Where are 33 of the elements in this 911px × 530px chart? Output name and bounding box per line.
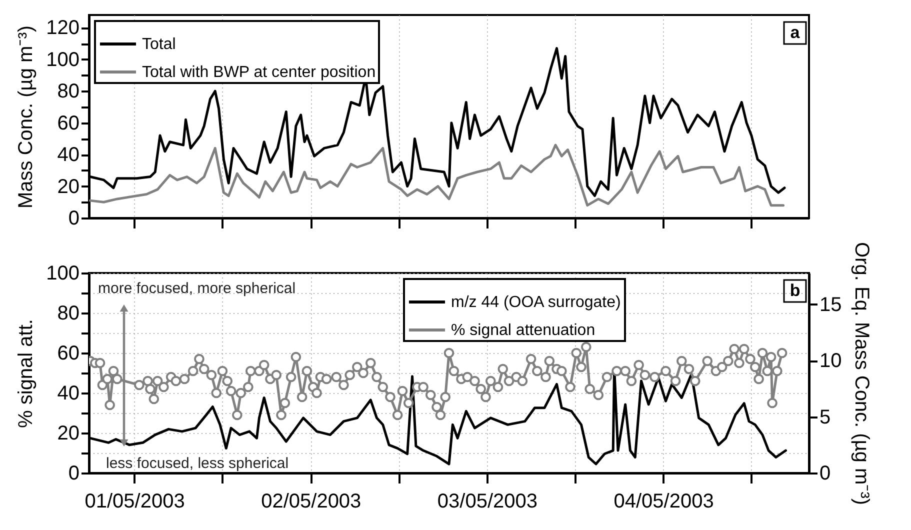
legend-label: Total with BWP at center position (142, 64, 376, 81)
x-tick-label: 03/05/2003 (437, 490, 538, 512)
y-axis-title: % signal att. (15, 319, 38, 428)
annotation: a (790, 23, 800, 42)
y-tick-label: 60 (57, 342, 80, 364)
annotation: more focused, more spherical (98, 280, 296, 297)
legend-label: Total (142, 36, 176, 53)
y-tick-label: 80 (57, 302, 80, 324)
annotation: less focused, less spherical (106, 455, 289, 472)
legend-label: m/z 44 (OOA surrogate) (451, 294, 621, 311)
y2-axis-title: Org. Eq. Mass Conc. (µg m⁻³) (850, 242, 873, 506)
x-tick-label: 01/05/2003 (84, 490, 185, 512)
y2-tick-label: 0 (820, 462, 831, 484)
y-tick-label: 0 (68, 208, 80, 230)
y-tick-label: 60 (57, 112, 80, 134)
y-tick-label: 0 (68, 462, 80, 484)
legend-label: % signal attenuation (451, 322, 596, 339)
x-tick-label: 02/05/2003 (261, 490, 362, 512)
y-tick-label: 100 (46, 262, 80, 284)
y-tick-label: 40 (57, 382, 80, 404)
y-tick-label: 120 (46, 17, 80, 40)
y-axis-title: Mass Conc. (µg m⁻³) (15, 26, 38, 208)
y2-tick-label: 10 (820, 350, 842, 372)
y-tick-label: 40 (57, 144, 80, 166)
line-series (89, 144, 785, 207)
y-tick-label: 100 (46, 48, 80, 71)
y2-tick-label: 5 (820, 406, 831, 428)
y-tick-label: 20 (57, 176, 80, 198)
y-tick-label: 20 (57, 422, 80, 444)
y-tick-label: 80 (57, 80, 80, 103)
annotation: b (790, 281, 800, 300)
x-tick-label: 04/05/2003 (614, 490, 714, 512)
y2-tick-label: 15 (820, 294, 842, 316)
